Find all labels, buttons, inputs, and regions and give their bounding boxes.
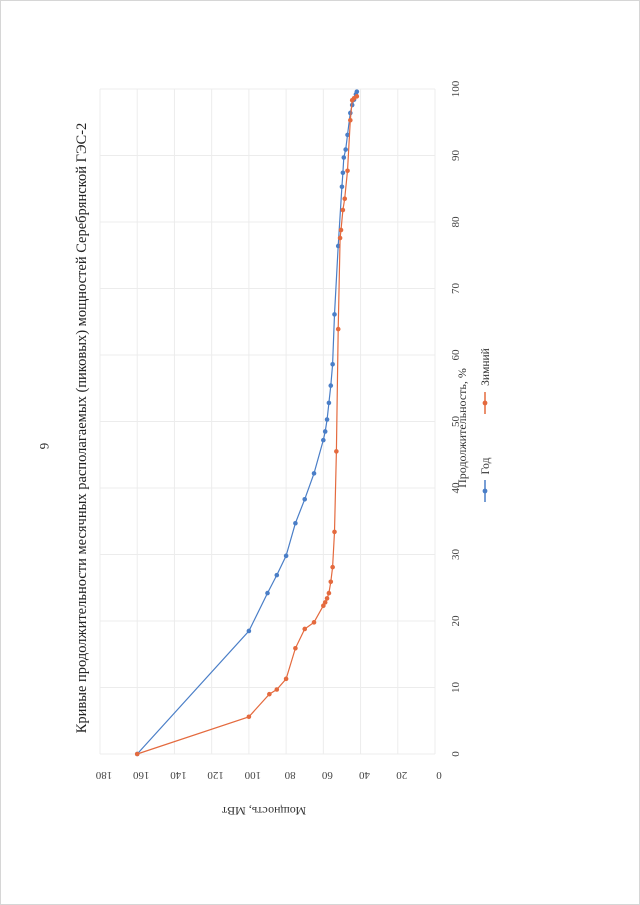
y-tick-label: 180 — [95, 769, 112, 781]
chart-legend: Год Зимний — [480, 348, 492, 502]
series-0-point — [274, 572, 280, 578]
series-0-point — [326, 400, 332, 406]
series-0-point — [328, 383, 334, 388]
series-1-point — [335, 326, 341, 332]
series-1-point — [311, 620, 317, 625]
y-tick-label: 0 — [436, 769, 442, 781]
x-tick-label: 0 — [450, 751, 462, 757]
legend-label-winter: Зимний — [480, 348, 492, 386]
series-1-point — [324, 596, 330, 601]
y-tick-label: 80 — [284, 769, 296, 781]
series-1-point — [337, 235, 343, 241]
series-1-point — [330, 564, 335, 570]
series-0-point — [354, 89, 360, 94]
chart-title: Кривые продолжительности месячных распол… — [74, 123, 90, 734]
y-tick-label: 120 — [207, 769, 224, 781]
series-1-point — [348, 117, 353, 123]
series-0-point — [324, 417, 330, 422]
series-1-point — [302, 626, 308, 632]
y-tick-label: 20 — [396, 769, 408, 781]
y-tick-label: 60 — [321, 769, 333, 781]
series-1-point — [322, 600, 328, 605]
series-1-point — [342, 196, 348, 202]
series-1-point — [134, 751, 140, 757]
series-0-point — [322, 429, 328, 434]
series-0-point — [283, 553, 289, 559]
series-1-point — [267, 691, 272, 697]
series-0-point — [343, 147, 348, 152]
series-0-point — [330, 362, 335, 367]
y-tick-label: 160 — [132, 769, 149, 781]
x-tick-label: 40 — [450, 482, 462, 494]
legend-label-year: Год — [480, 457, 492, 474]
series-0-point — [265, 590, 270, 596]
x-tick-label: 70 — [450, 283, 462, 295]
series-1-point — [328, 579, 334, 585]
series-0-point — [341, 155, 347, 160]
y-tick-label: 40 — [359, 769, 371, 781]
series-0-point — [311, 471, 317, 476]
series-1-point — [283, 676, 289, 682]
x-tick-label: 60 — [450, 349, 462, 361]
series-line-1 — [137, 95, 358, 755]
series-0-point — [321, 437, 326, 443]
series-1-point — [326, 590, 332, 596]
legend-item-year: Год — [480, 457, 492, 502]
x-tick-label: 20 — [450, 615, 462, 627]
legend-item-winter: Зимний — [480, 348, 492, 414]
x-tick-label: 30 — [450, 549, 462, 561]
series-1-point — [354, 94, 360, 99]
chart-grid — [99, 88, 436, 755]
legend-marker-winter — [482, 400, 488, 406]
y-axis-label: Мощность, МВт — [221, 804, 306, 818]
series-1-point — [274, 687, 280, 692]
series-1-point — [338, 227, 344, 233]
chart-series-layer — [134, 89, 360, 757]
series-1-point — [340, 207, 346, 213]
series-0-point — [340, 170, 346, 176]
series-1-point — [293, 645, 298, 651]
legend-marker-year — [482, 488, 488, 494]
series-1-point — [332, 529, 337, 535]
y-tick-label: 140 — [170, 769, 187, 781]
y-tick-label: 100 — [244, 769, 261, 781]
series-1-point — [246, 714, 252, 720]
series-0-point — [332, 312, 337, 317]
x-tick-label: 100 — [450, 80, 462, 97]
x-tick-label: 90 — [450, 150, 462, 162]
series-0-point — [293, 520, 298, 526]
chart-ticks: 0 20 40 60 80 100 120 140 160 180 0 10 20 30 40 50 60 70 8… — [95, 80, 462, 781]
x-axis-label: Продолжительность, % — [455, 368, 469, 488]
series-0-point — [302, 497, 308, 502]
series-1-point — [345, 168, 350, 174]
series-0-point — [246, 628, 252, 634]
x-tick-label: 80 — [450, 216, 462, 228]
series-1-point — [334, 449, 339, 454]
series-line-0 — [136, 91, 358, 755]
series-0-point — [339, 184, 345, 190]
x-tick-label: 10 — [450, 682, 462, 694]
series-0-point — [345, 132, 350, 138]
x-tick-label: 50 — [450, 416, 462, 428]
